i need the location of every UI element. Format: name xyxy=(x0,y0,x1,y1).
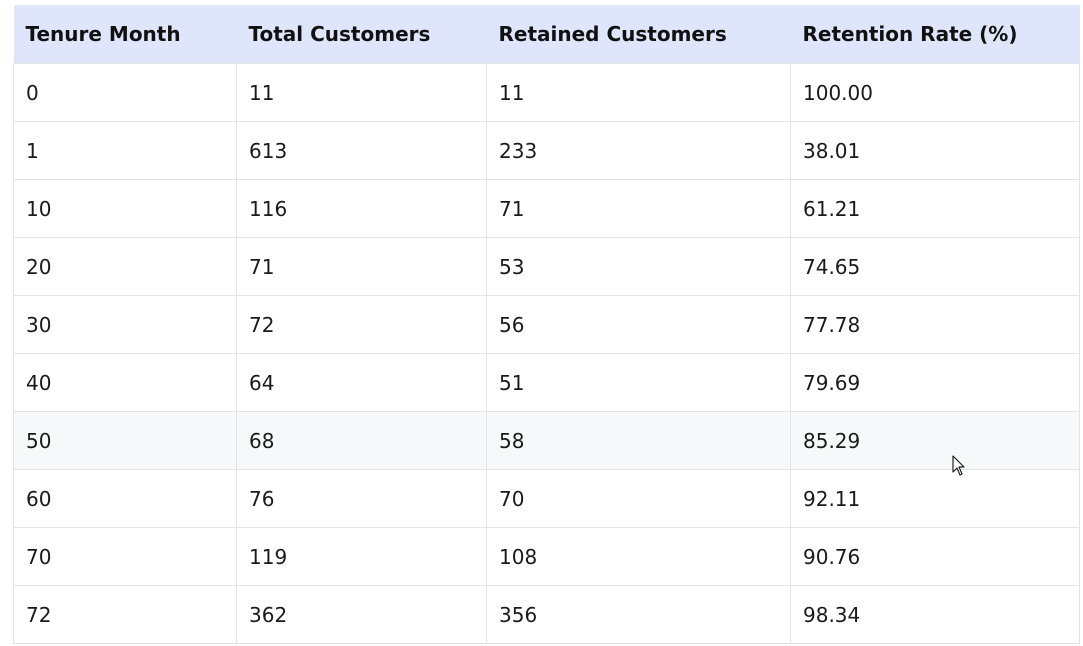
cell-retained-customers: 71 xyxy=(486,179,791,238)
cell-total-customers: 362 xyxy=(236,585,487,644)
cell-total-customers: 116 xyxy=(236,179,487,238)
cell-tenure-month: 60 xyxy=(13,469,237,528)
cell-total-customers: 72 xyxy=(236,295,487,354)
cell-retained-customers: 51 xyxy=(486,353,791,412)
cell-retention-rate: 100.00 xyxy=(790,63,1080,122)
table-row[interactable]: 72 362 356 98.34 xyxy=(13,585,1080,644)
cell-total-customers: 71 xyxy=(236,237,487,296)
cell-tenure-month: 40 xyxy=(13,353,237,412)
cell-total-customers: 76 xyxy=(236,469,487,528)
table-row[interactable]: 20 71 53 74.65 xyxy=(13,237,1080,296)
cell-retention-rate: 74.65 xyxy=(790,237,1080,296)
table-row[interactable]: 10 116 71 61.21 xyxy=(13,179,1080,238)
cell-retained-customers: 356 xyxy=(486,585,791,644)
table-row-hovered[interactable]: 50 68 58 85.29 xyxy=(13,411,1080,470)
column-header-retention-rate[interactable]: Retention Rate (%) xyxy=(802,22,1018,46)
cell-tenure-month: 50 xyxy=(13,411,237,470)
cell-tenure-month: 0 xyxy=(13,63,237,122)
cell-total-customers: 11 xyxy=(236,63,487,122)
cell-total-customers: 68 xyxy=(236,411,487,470)
cell-tenure-month: 20 xyxy=(13,237,237,296)
cell-retained-customers: 53 xyxy=(486,237,791,296)
table-row[interactable]: 30 72 56 77.78 xyxy=(13,295,1080,354)
column-header-tenure-month[interactable]: Tenure Month xyxy=(25,22,181,46)
cell-retention-rate: 85.29 xyxy=(790,411,1080,470)
table-row[interactable]: 60 76 70 92.11 xyxy=(13,469,1080,528)
table-body: 0 11 11 100.00 1 613 233 38.01 10 116 71… xyxy=(13,63,1080,644)
cell-total-customers: 613 xyxy=(236,121,487,180)
cell-retention-rate: 90.76 xyxy=(790,527,1080,586)
column-header-total-customers[interactable]: Total Customers xyxy=(248,22,431,46)
table-row[interactable]: 70 119 108 90.76 xyxy=(13,527,1080,586)
table-row[interactable]: 40 64 51 79.69 xyxy=(13,353,1080,412)
cell-tenure-month: 10 xyxy=(13,179,237,238)
cell-retention-rate: 98.34 xyxy=(790,585,1080,644)
cell-retention-rate: 77.78 xyxy=(790,295,1080,354)
table-row[interactable]: 1 613 233 38.01 xyxy=(13,121,1080,180)
cell-tenure-month: 30 xyxy=(13,295,237,354)
cell-retained-customers: 70 xyxy=(486,469,791,528)
cell-tenure-month: 1 xyxy=(13,121,237,180)
retention-table: Tenure Month Total Customers Retained Cu… xyxy=(13,5,1080,644)
cell-tenure-month: 72 xyxy=(13,585,237,644)
cell-retained-customers: 11 xyxy=(486,63,791,122)
table-row[interactable]: 0 11 11 100.00 xyxy=(13,63,1080,122)
cell-retained-customers: 108 xyxy=(486,527,791,586)
cell-retention-rate: 79.69 xyxy=(790,353,1080,412)
column-header-retained-customers[interactable]: Retained Customers xyxy=(498,22,727,46)
cell-retention-rate: 92.11 xyxy=(790,469,1080,528)
cell-total-customers: 64 xyxy=(236,353,487,412)
mouse-pointer-icon xyxy=(952,455,965,476)
cell-retained-customers: 233 xyxy=(486,121,791,180)
cell-retained-customers: 56 xyxy=(486,295,791,354)
cell-retention-rate: 61.21 xyxy=(790,179,1080,238)
cell-tenure-month: 70 xyxy=(13,527,237,586)
cell-retention-rate: 38.01 xyxy=(790,121,1080,180)
cell-total-customers: 119 xyxy=(236,527,487,586)
table-header: Tenure Month Total Customers Retained Cu… xyxy=(13,5,1080,64)
retention-table-container: Tenure Month Total Customers Retained Cu… xyxy=(13,5,1080,644)
header-row: Tenure Month Total Customers Retained Cu… xyxy=(13,5,1080,64)
cell-retained-customers: 58 xyxy=(486,411,791,470)
